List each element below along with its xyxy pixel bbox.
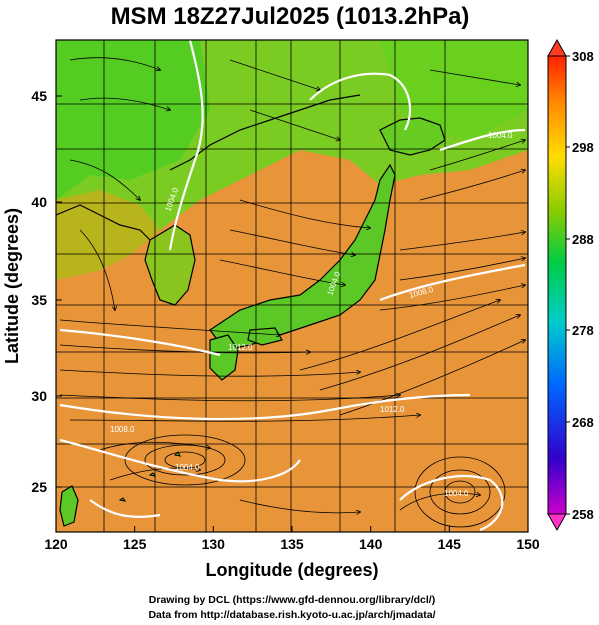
y-tick-label: 45 <box>31 88 47 104</box>
circulation-swirls <box>124 434 506 528</box>
y-axis-label: Latitude (degrees) <box>2 208 22 364</box>
x-tick-label: 130 <box>202 536 226 552</box>
korea-peninsula <box>144 224 196 306</box>
colorbar-bottom-arrow <box>547 513 567 532</box>
y-axis: 45 40 35 30 25 Latitude (degrees) <box>2 88 62 495</box>
ryukyu-islands <box>118 451 181 502</box>
y-tick-label: 35 <box>31 292 47 308</box>
colorbar-tick-label: 258 <box>572 507 594 522</box>
isobar-label: 1004.0 <box>444 489 469 498</box>
isobar-label: 1012.0 <box>380 405 405 414</box>
y-tick-label: 25 <box>31 479 47 495</box>
shikoku-island <box>247 327 283 346</box>
isobar-label: 1004.0 <box>175 463 200 472</box>
x-tick-label: 135 <box>280 536 304 552</box>
colorbar-tick-label: 268 <box>572 415 594 430</box>
credit-data: Data from http://database.rish.kyoto-u.a… <box>148 609 435 621</box>
isobar-label: 1004.0 <box>488 131 513 140</box>
continent-coastline <box>56 94 361 241</box>
isobar-label: 1008.0 <box>110 425 135 434</box>
taiwan-island <box>59 485 79 527</box>
credit-drawing: Drawing by DCL (https://www.gfd-dennou.o… <box>149 594 435 606</box>
x-tick-label: 145 <box>438 536 462 552</box>
colorbar: 308 298 288 278 268 258 <box>547 38 594 532</box>
kyushu-island <box>209 334 239 381</box>
colorbar-scale <box>547 55 567 515</box>
x-tick-label: 150 <box>516 536 540 552</box>
colorbar-top-arrow <box>547 38 567 57</box>
x-axis-label: Longitude (degrees) <box>205 560 378 580</box>
x-tick-label: 120 <box>44 536 68 552</box>
okhotsk-green <box>380 40 528 140</box>
isobar-lines <box>59 40 526 532</box>
isobar-label: 1012.0 <box>228 343 253 352</box>
y-tick-label: 40 <box>31 194 47 210</box>
x-axis: 120 125 130 135 140 145 150 Longitude (d… <box>44 526 540 580</box>
transition-zone <box>56 190 160 280</box>
x-tick-label: 125 <box>123 536 147 552</box>
continent-green <box>56 40 210 200</box>
colorbar-tick-label: 298 <box>572 140 594 155</box>
y-tick-label: 30 <box>31 388 47 404</box>
colorbar-tick-label: 308 <box>572 49 594 64</box>
wind-streamlines <box>59 57 525 513</box>
colorbar-tick-label: 288 <box>572 232 594 247</box>
x-tick-label: 140 <box>359 536 383 552</box>
colorbar-tick-label: 278 <box>572 323 594 338</box>
map-title: MSM 18Z27Jul2025 (1013.2hPa) <box>111 3 470 30</box>
map-area: 1004.0 1004.0 1008.0 1012.0 1008.0 1004.… <box>56 40 528 532</box>
